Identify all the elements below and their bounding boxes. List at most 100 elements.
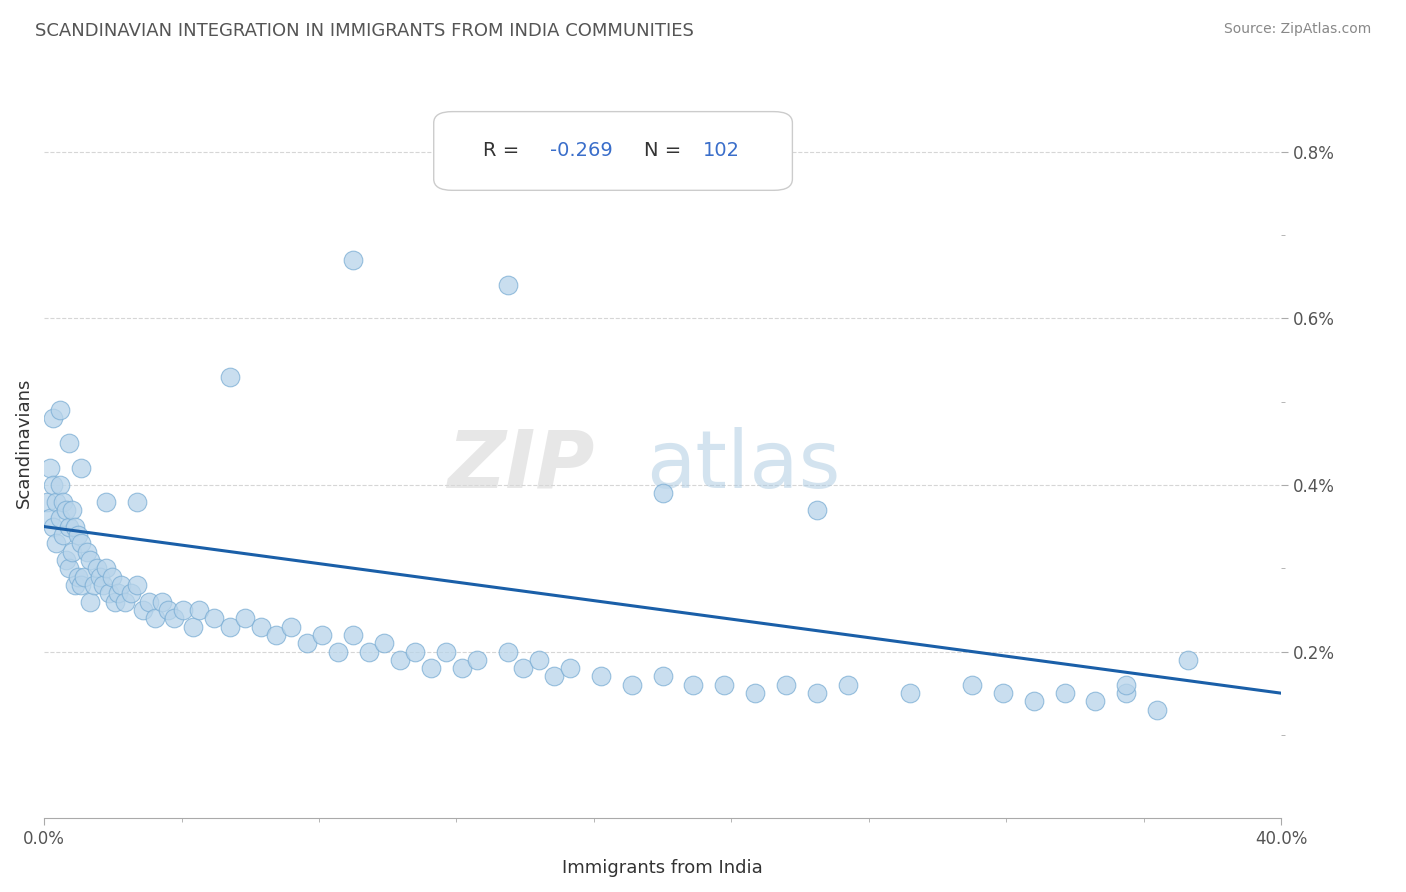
Point [150,594,173,608]
Point [172,603,194,617]
Point [48,403,70,417]
Point [76,544,98,558]
Point [295,636,318,650]
Point [60,503,83,517]
Y-axis label: Scandinavians: Scandinavians [15,378,32,508]
Point [342,253,364,268]
Point [104,594,127,608]
Point [110,578,132,592]
Point [434,644,457,658]
Point [63,519,86,533]
Point [132,603,155,617]
Point [67,528,90,542]
Point [58,436,80,450]
Point [326,644,349,658]
Point [264,628,287,642]
Point [233,611,256,625]
Point [280,619,302,633]
Point [125,578,148,592]
Text: atlas: atlas [645,426,841,505]
Point [465,653,488,667]
Point [419,661,441,675]
Point [60,544,83,558]
Point [125,494,148,508]
Point [58,519,80,533]
Point [311,628,333,642]
Text: 102: 102 [703,142,741,161]
Point [898,686,921,700]
Point [70,536,93,550]
Point [145,611,167,625]
Point [512,661,534,675]
FancyBboxPatch shape [433,112,793,190]
Point [86,561,108,575]
Point [48,478,70,492]
Point [73,569,96,583]
Point [713,678,735,692]
Point [101,569,124,583]
Point [218,369,240,384]
Point [48,511,70,525]
Point [1053,686,1076,700]
Point [181,619,204,633]
Point [107,586,129,600]
Point [39,461,62,475]
Point [63,578,86,592]
Point [67,569,90,583]
Text: SCANDINAVIAN INTEGRATION IN IMMIGRANTS FROM INDIA COMMUNITIES: SCANDINAVIAN INTEGRATION IN IMMIGRANTS F… [35,22,695,40]
Point [496,644,519,658]
Point [806,503,828,517]
Point [202,611,225,625]
Point [1177,653,1199,667]
Point [70,578,93,592]
Point [42,519,65,533]
Point [357,644,380,658]
Text: ZIP: ZIP [447,426,593,505]
Point [55,503,77,517]
Point [156,603,179,617]
Point [39,511,62,525]
Point [37,494,59,508]
Point [1022,694,1045,708]
Point [79,553,101,567]
Point [55,553,77,567]
Point [94,494,117,508]
Point [450,661,472,675]
Point [744,686,766,700]
Point [775,678,797,692]
Point [558,661,581,675]
Point [70,461,93,475]
Point [120,586,142,600]
Point [98,586,121,600]
Point [404,644,426,658]
Point [837,678,859,692]
Point [620,678,643,692]
Text: R =: R = [484,142,526,161]
Point [1146,703,1168,717]
Point [42,411,65,425]
Point [249,619,271,633]
Point [1115,686,1137,700]
Point [138,594,160,608]
Point [45,536,67,550]
Point [589,669,612,683]
Text: N =: N = [644,142,688,161]
Point [58,561,80,575]
Point [45,494,67,508]
Point [89,569,111,583]
Point [1115,678,1137,692]
Point [94,561,117,575]
Text: -0.269: -0.269 [550,142,613,161]
Point [83,578,105,592]
Point [114,594,136,608]
Point [163,611,186,625]
Point [187,603,209,617]
Point [388,653,411,667]
Point [960,678,983,692]
Point [373,636,395,650]
Point [42,478,65,492]
Point [52,494,75,508]
Point [651,669,673,683]
Point [543,669,565,683]
Point [91,578,114,592]
